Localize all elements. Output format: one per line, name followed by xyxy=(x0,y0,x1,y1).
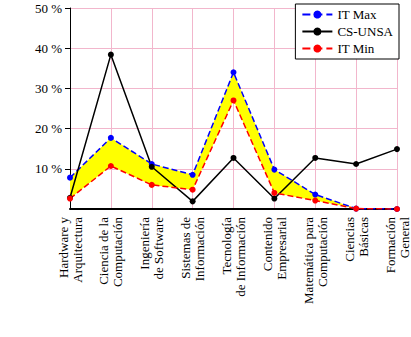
svg-text:Computación: Computación xyxy=(315,217,330,288)
svg-text:Sistemas de: Sistemas de xyxy=(178,217,193,279)
svg-text:de Información: de Información xyxy=(233,217,248,297)
svg-text:CS-UNSA: CS-UNSA xyxy=(337,24,393,39)
svg-text:Ingeniería: Ingeniería xyxy=(137,217,152,270)
svg-text:Computación: Computación xyxy=(110,217,125,288)
svg-text:Hardware y: Hardware y xyxy=(56,217,71,278)
svg-text:Arquitectura: Arquitectura xyxy=(70,217,85,283)
svg-text:General: General xyxy=(397,217,411,259)
svg-text:Tecnología: Tecnología xyxy=(219,217,234,275)
svg-text:30 %: 30 % xyxy=(35,81,62,96)
svg-text:Información: Información xyxy=(192,217,207,282)
svg-text:Formación: Formación xyxy=(383,217,398,274)
svg-text:Ciencia de la: Ciencia de la xyxy=(96,217,111,285)
svg-text:40 %: 40 % xyxy=(35,41,62,56)
svg-text:Contenido: Contenido xyxy=(260,217,275,271)
svg-text:de Software: de Software xyxy=(151,217,166,280)
svg-text:20 %: 20 % xyxy=(35,121,62,136)
svg-text:Ciencias: Ciencias xyxy=(342,217,357,262)
svg-text:10 %: 10 % xyxy=(35,161,62,176)
svg-text:Empresarial: Empresarial xyxy=(274,217,289,280)
svg-text:Matemática para: Matemática para xyxy=(301,217,316,304)
svg-text:50 %: 50 % xyxy=(35,1,62,16)
svg-text:IT Max: IT Max xyxy=(337,7,377,22)
svg-text:Básicas: Básicas xyxy=(356,217,371,257)
svg-text:IT Min: IT Min xyxy=(337,41,374,56)
